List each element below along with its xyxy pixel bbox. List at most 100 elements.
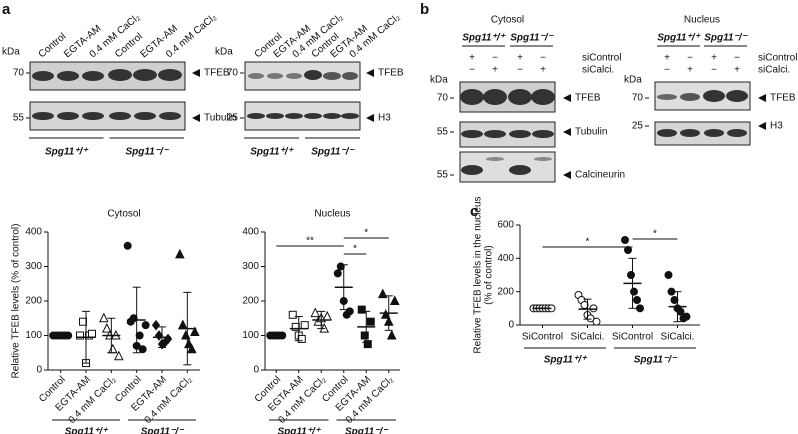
data-point bbox=[297, 334, 306, 343]
data-point bbox=[102, 322, 112, 333]
row-label: siControl bbox=[758, 53, 797, 64]
sign: − bbox=[687, 53, 693, 64]
data-point bbox=[389, 295, 400, 305]
blot-title: Cytosol bbox=[491, 15, 524, 26]
sign: + bbox=[711, 53, 717, 64]
significance-label: * bbox=[364, 228, 368, 239]
arrowhead bbox=[366, 114, 374, 122]
y-tick-label: 100 bbox=[242, 330, 259, 341]
genotype-label: Spg11⁺/⁺ bbox=[250, 147, 294, 158]
sign: + bbox=[492, 65, 498, 76]
data-point bbox=[114, 350, 124, 361]
data-point bbox=[345, 307, 354, 316]
significance-label: * bbox=[353, 244, 357, 255]
data-point bbox=[187, 343, 197, 354]
sign: − bbox=[734, 53, 740, 64]
kda-marker: 25 bbox=[227, 113, 239, 124]
data-point bbox=[123, 241, 132, 250]
y-tick-label: 0 bbox=[36, 365, 42, 376]
data-point bbox=[190, 326, 200, 337]
data-point bbox=[300, 321, 309, 330]
data-point bbox=[184, 338, 194, 349]
arrowhead bbox=[192, 114, 200, 122]
data-point bbox=[682, 312, 691, 321]
y-tick-label: 200 bbox=[242, 296, 259, 307]
x-tick-label: SiCalci. bbox=[661, 332, 695, 343]
sign: − bbox=[517, 65, 523, 76]
data-point bbox=[288, 310, 297, 319]
data-point bbox=[670, 296, 679, 304]
arrowhead bbox=[758, 94, 766, 102]
data-point bbox=[322, 310, 333, 321]
y-tick-label: 600 bbox=[497, 220, 514, 231]
genotype-label: Spg11⁺/⁺ bbox=[462, 33, 506, 44]
data-point bbox=[630, 287, 638, 296]
chart-title: Nucleus bbox=[314, 209, 350, 220]
sign: + bbox=[664, 53, 670, 64]
row-label: siCalci. bbox=[758, 65, 790, 76]
kda-marker: 55 bbox=[13, 113, 25, 124]
y-tick-label: 200 bbox=[25, 296, 42, 307]
arrowhead bbox=[563, 171, 571, 179]
group-label: Spg11⁻/⁻ bbox=[634, 355, 678, 366]
data-point bbox=[363, 340, 372, 349]
kda-label: kDa bbox=[215, 47, 233, 58]
sign: − bbox=[492, 53, 498, 64]
data-point bbox=[336, 262, 345, 271]
arrowhead bbox=[192, 69, 200, 77]
sign: + bbox=[734, 65, 740, 76]
data-point bbox=[624, 246, 632, 254]
y-tick-label: 0 bbox=[508, 320, 514, 331]
y-tick-label: 0 bbox=[253, 365, 259, 376]
y-tick-label: 100 bbox=[25, 330, 42, 341]
blot-title: Nucleus bbox=[684, 15, 720, 26]
data-point bbox=[366, 317, 375, 326]
data-point bbox=[380, 309, 391, 319]
kda-label: kDa bbox=[2, 47, 20, 58]
sign: + bbox=[517, 53, 523, 64]
data-point bbox=[178, 319, 188, 330]
band-label: TFEB bbox=[770, 93, 796, 104]
arrowhead bbox=[563, 128, 571, 136]
group-label: Spg11⁻/⁻ bbox=[345, 427, 389, 434]
data-point bbox=[592, 317, 601, 326]
y-tick-label: 400 bbox=[242, 227, 259, 238]
x-tick-label: SiControl bbox=[522, 332, 563, 343]
data-point bbox=[141, 321, 150, 330]
row-label: siCalci. bbox=[582, 65, 614, 76]
band-label: H3 bbox=[770, 121, 783, 132]
band-label: Tubulin bbox=[575, 127, 607, 138]
panel-label: a bbox=[2, 1, 11, 18]
data-point bbox=[621, 236, 629, 244]
data-point bbox=[636, 304, 644, 313]
band-label: TFEB bbox=[378, 68, 404, 79]
kda-label: kDa bbox=[430, 75, 448, 86]
kda-marker: 70 bbox=[227, 68, 239, 79]
data-point bbox=[175, 248, 185, 259]
significance-label: ** bbox=[306, 236, 314, 247]
group-label: Spg11⁻/⁻ bbox=[141, 427, 185, 434]
data-point bbox=[310, 307, 321, 318]
data-point bbox=[154, 330, 164, 341]
band-label: H3 bbox=[378, 113, 391, 124]
group-label: Spg11⁺/⁺ bbox=[544, 355, 588, 366]
row-label: siControl bbox=[582, 53, 621, 64]
kda-marker: 70 bbox=[13, 68, 25, 79]
sign: − bbox=[711, 65, 717, 76]
data-point bbox=[676, 307, 685, 316]
data-point bbox=[627, 271, 635, 279]
chart-title: Cytosol bbox=[107, 209, 140, 220]
y-tick-label: 300 bbox=[25, 261, 42, 272]
sign: − bbox=[664, 65, 670, 76]
data-point bbox=[360, 331, 369, 340]
data-point bbox=[108, 343, 118, 354]
arrowhead bbox=[758, 122, 766, 130]
sign: + bbox=[469, 53, 475, 64]
group-label: Spg11⁺/⁺ bbox=[277, 427, 321, 434]
genotype-label: Spg11⁻/⁻ bbox=[510, 33, 554, 44]
sign: − bbox=[469, 65, 475, 76]
panel-label: b bbox=[420, 1, 429, 18]
blot-images bbox=[29, 61, 751, 183]
y-axis-label: Relative TFEB levels (% of control) bbox=[11, 224, 22, 379]
